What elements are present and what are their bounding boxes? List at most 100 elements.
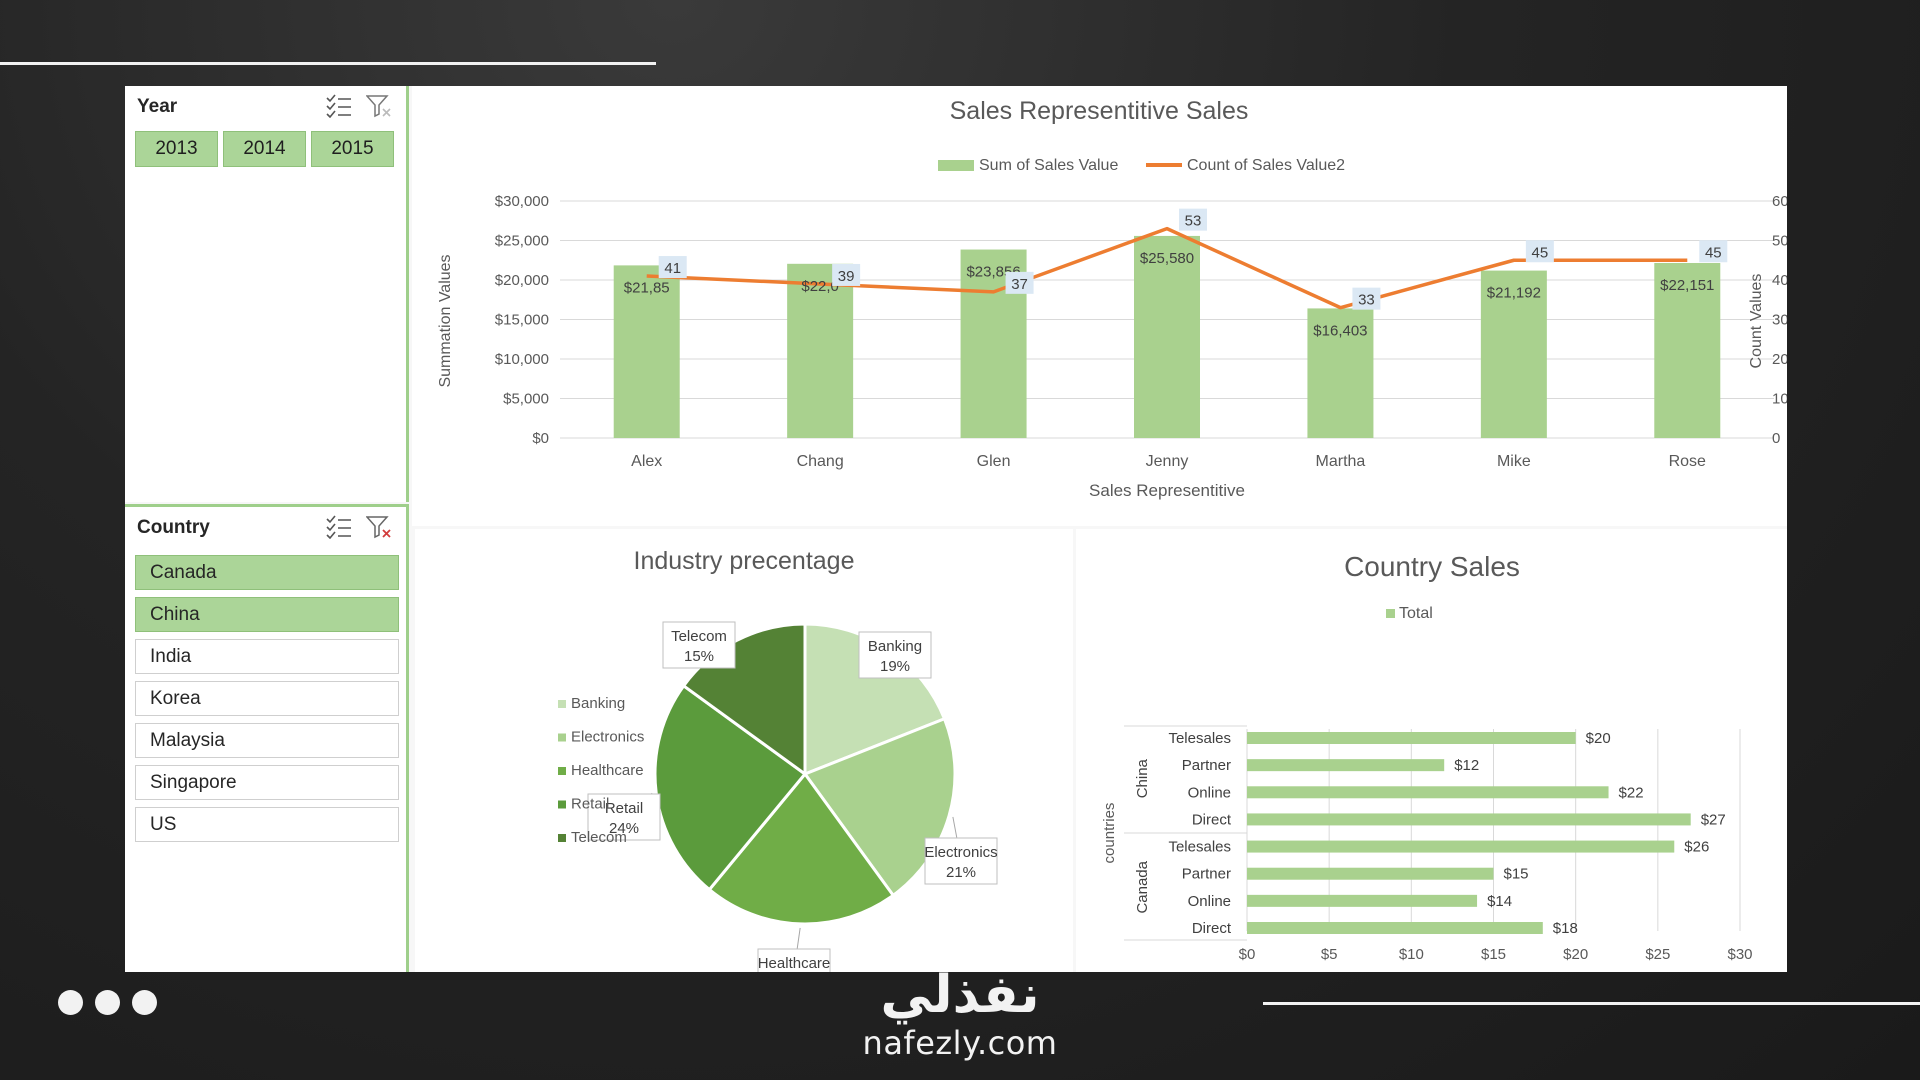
bar-value-label: $20 <box>1586 730 1611 747</box>
x-tick-label: $0 <box>1239 946 1256 963</box>
pie-legend-label: Retail <box>571 796 609 813</box>
pie-label-percent: 21% <box>946 864 976 881</box>
pie-legend-label: Telecom <box>571 829 627 846</box>
y2-tick-label: 0 <box>1772 430 1780 447</box>
industry-chart-panel: Industry precentage Banking 19% Electronics… <box>415 529 1073 996</box>
country-option-malaysia[interactable]: Malaysia <box>135 723 399 758</box>
multi-select-icon[interactable] <box>326 94 352 118</box>
group-label-china: China <box>1134 758 1151 798</box>
y2-tick-label: 60 <box>1772 193 1787 210</box>
x-tick-label: Rose <box>1669 453 1706 470</box>
bar-alex <box>613 265 680 438</box>
bar-canada-direct <box>1247 922 1543 934</box>
legend-swatch-total <box>1386 609 1395 618</box>
x-tick-label: $25 <box>1645 946 1670 963</box>
country-sales-chart: Country Sales Total $0 $5 $10 $15 $20 $25 $30 $20… <box>1101 551 1753 1030</box>
year-options: 2013 2014 2015 <box>135 131 394 167</box>
y-axis-title: Summation Values <box>437 254 454 387</box>
y-tick-label: $20,000 <box>495 272 549 289</box>
x-tick-label: $15 <box>1481 946 1506 963</box>
chart-title: Sales Representitive Sales <box>950 97 1249 125</box>
clear-filter-icon[interactable] <box>366 515 392 539</box>
bar-value-label: $27 <box>1701 811 1726 828</box>
pie-label-category: Retail <box>605 800 643 817</box>
y-tick-label: Partner <box>1182 757 1231 774</box>
pie-legend-swatch <box>558 733 566 742</box>
country-option-china[interactable]: China <box>135 597 399 632</box>
sales-rep-chart: Sales Representitive Sales Sum of Sales V… <box>437 97 1789 500</box>
bar-value-label: $22,151 <box>1660 277 1714 294</box>
y2-tick-label: 50 <box>1772 233 1787 250</box>
pie-label-box <box>924 837 998 885</box>
sales-rep-chart-panel: Sales Representitive Sales Sum of Sales V… <box>412 86 1789 526</box>
country-option-canada[interactable]: Canada <box>135 555 399 590</box>
year-option-2013[interactable]: 2013 <box>135 131 218 167</box>
x-tick-label: Mike <box>1497 453 1531 470</box>
bar-value-label: $25,580 <box>1140 250 1194 267</box>
bar-china-direct <box>1247 813 1691 826</box>
pie-label-percent: 19% <box>880 658 910 675</box>
pie-legend-label: Banking <box>571 695 625 712</box>
year-slicer-title: Year <box>137 96 178 117</box>
y2-tick-label: 30 <box>1772 312 1787 329</box>
y-tick-label: Telesales <box>1168 839 1231 856</box>
bar-mike <box>1480 270 1547 438</box>
count-label-box <box>1005 271 1034 294</box>
bar-value-label: $21,85 <box>624 279 670 296</box>
y-tick-label: Online <box>1188 784 1231 801</box>
bar-martha <box>1307 308 1374 438</box>
pie-label-box <box>587 793 661 841</box>
count-line <box>646 226 1688 310</box>
count-label-box <box>1352 287 1381 310</box>
x-tick-label: Glen <box>977 453 1011 470</box>
country-chart-panel: Country Sales Total $0 $5 $10 $15 $20 $25 $30 $20… <box>1076 529 1787 1030</box>
pie-slice-healthcare <box>707 771 896 926</box>
bar-value-label: $22,0 <box>801 278 839 295</box>
count-value-label: 45 <box>1532 244 1549 261</box>
country-option-singapore[interactable]: Singapore <box>135 765 399 800</box>
bar-value-label: $18 <box>1553 920 1578 937</box>
bar-canada-partner <box>1247 867 1494 880</box>
x-tick-label: $5 <box>1321 946 1338 963</box>
bar-chang <box>787 263 854 438</box>
pie-legend-swatch <box>558 834 566 842</box>
pie-label-category: Electronics <box>924 844 997 861</box>
y-axis-title: countries <box>1101 803 1118 864</box>
country-option-korea[interactable]: Korea <box>135 681 399 716</box>
y-tick-label: $5,000 <box>503 391 549 408</box>
country-options: Canada China India Korea Malaysia Singap… <box>135 555 399 849</box>
bar-value-label: $14 <box>1487 893 1512 910</box>
country-slicer-header: Country <box>125 507 406 549</box>
y-tick-label: $30,000 <box>495 193 549 210</box>
country-option-us[interactable]: US <box>135 807 399 842</box>
pie-label-box <box>858 631 932 679</box>
chart-title: Industry precentage <box>634 547 855 575</box>
count-value-label: 45 <box>1705 244 1722 261</box>
brand-arabic-logo: نفذلي <box>880 965 1040 1025</box>
year-option-2015[interactable]: 2015 <box>311 131 394 167</box>
brand-url: nafezly.com <box>862 1024 1058 1062</box>
bar-value-label: $12 <box>1454 757 1479 774</box>
bar-value-label: $22 <box>1619 784 1644 801</box>
year-slicer-header: Year <box>125 86 406 128</box>
x-tick-label: Alex <box>631 453 662 470</box>
pie-label-box <box>662 621 736 669</box>
bar-value-label: $16,403 <box>1313 322 1367 339</box>
pie-legend-swatch <box>558 700 566 708</box>
country-option-india[interactable]: India <box>135 639 399 674</box>
multi-select-icon[interactable] <box>326 515 352 539</box>
window-dots <box>58 990 157 1015</box>
x-tick-label: Jenny <box>1146 453 1189 470</box>
bottom-decor-line <box>1263 1002 1920 1005</box>
y-tick-label: Partner <box>1182 866 1231 883</box>
pie-slice-electronics <box>802 716 957 898</box>
count-label-box <box>1525 240 1554 263</box>
year-option-2014[interactable]: 2014 <box>223 131 306 167</box>
count-value-label: 37 <box>1011 276 1028 293</box>
pie-legend-label: Healthcare <box>571 762 644 779</box>
bar-china-online <box>1247 786 1609 799</box>
count-value-label: 39 <box>838 268 855 285</box>
bar-canada-telesales <box>1247 840 1675 853</box>
clear-filter-icon[interactable] <box>366 94 392 118</box>
count-value-label: 33 <box>1358 292 1375 309</box>
